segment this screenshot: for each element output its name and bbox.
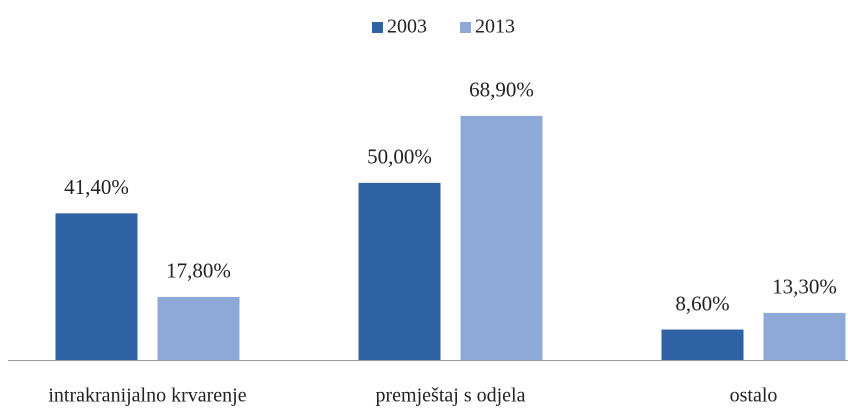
value-label: 8,60% <box>675 291 729 315</box>
bar <box>661 329 744 360</box>
bar <box>460 115 543 360</box>
value-label: 50,00% <box>367 145 432 169</box>
x-tick-label: intrakranijalno krvarenje <box>48 385 246 407</box>
x-tick-label: ostalo <box>730 385 778 407</box>
value-label: 68,90% <box>469 78 534 102</box>
legend-swatch <box>372 22 383 33</box>
legend-label: 2003 <box>387 16 427 38</box>
legend-label: 2013 <box>475 16 515 38</box>
bar <box>157 296 240 360</box>
value-label: 41,40% <box>64 175 129 199</box>
bar <box>55 213 138 360</box>
bar <box>763 312 846 360</box>
x-tick-label: premještaj s odjela <box>376 385 526 407</box>
value-label: 13,30% <box>772 275 837 299</box>
bar <box>358 182 441 360</box>
value-label: 17,80% <box>166 259 231 283</box>
legend-swatch <box>460 22 471 33</box>
